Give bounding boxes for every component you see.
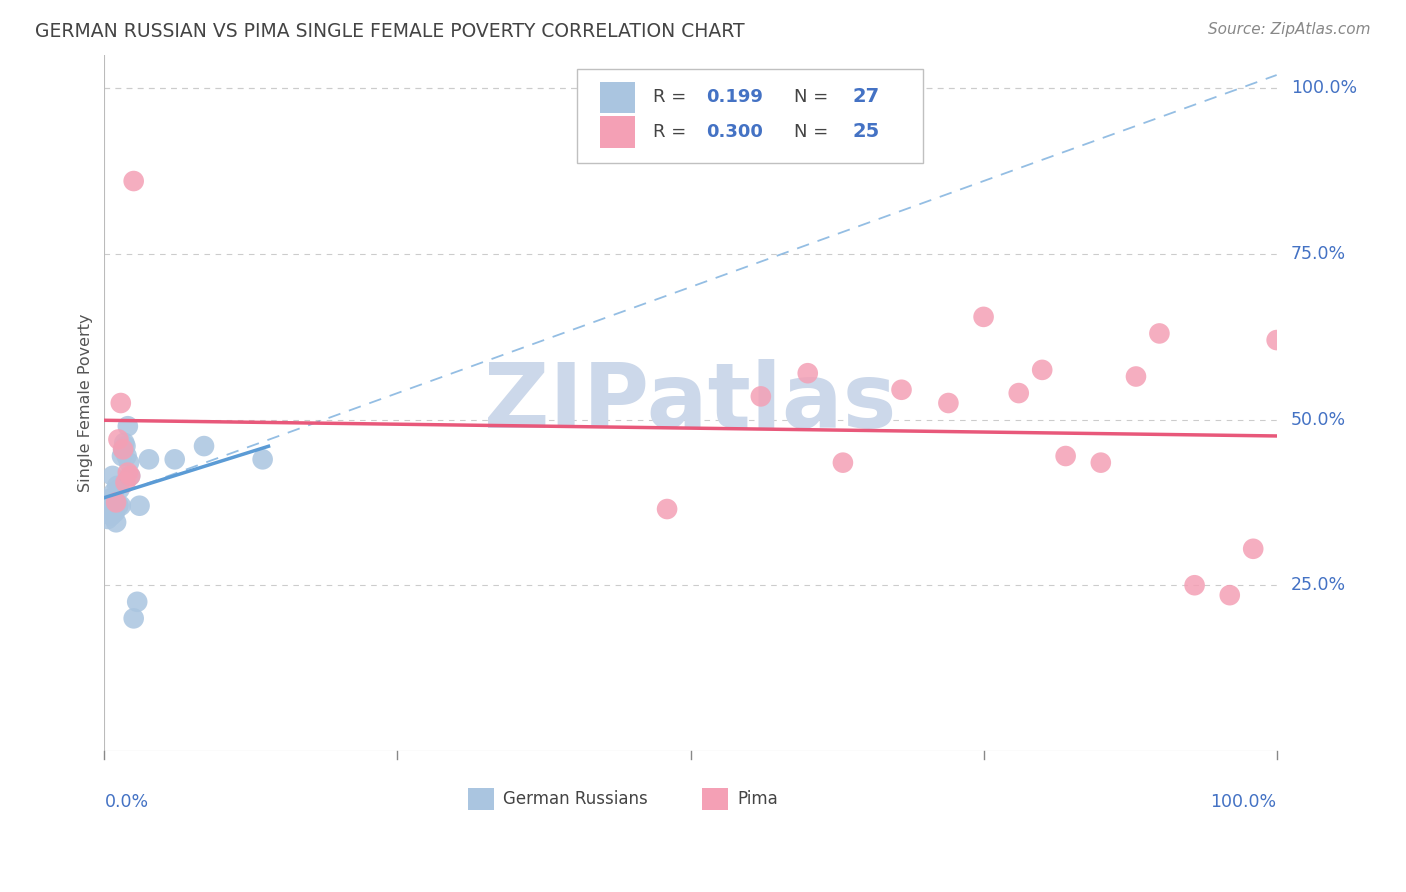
Point: [112, 442, 135, 457]
Point: [122, 611, 145, 625]
Point: [104, 505, 127, 519]
Bar: [702, 788, 728, 810]
Text: Source: ZipAtlas.com: Source: ZipAtlas.com: [1208, 22, 1371, 37]
Point: [97, 512, 120, 526]
Point: [98, 492, 121, 507]
Point: [1008, 386, 1031, 401]
Point: [112, 435, 135, 450]
Point: [120, 469, 142, 483]
Point: [117, 466, 139, 480]
Point: [100, 508, 122, 523]
Point: [105, 495, 128, 509]
Text: ZIPatlas: ZIPatlas: [484, 359, 897, 447]
Point: [252, 452, 274, 467]
Point: [122, 174, 145, 188]
Point: [117, 419, 139, 434]
Text: 75.0%: 75.0%: [1291, 245, 1346, 263]
Point: [749, 389, 772, 403]
Text: GERMAN RUSSIAN VS PIMA SINGLE FEMALE POVERTY CORRELATION CHART: GERMAN RUSSIAN VS PIMA SINGLE FEMALE POV…: [35, 22, 745, 41]
Y-axis label: Single Female Poverty: Single Female Poverty: [79, 314, 93, 492]
Point: [655, 502, 678, 516]
Point: [1090, 456, 1112, 470]
Text: R =: R =: [652, 123, 692, 141]
Point: [128, 499, 150, 513]
Point: [111, 449, 134, 463]
Point: [114, 439, 136, 453]
Point: [1031, 363, 1053, 377]
Point: [796, 366, 818, 380]
Point: [1219, 588, 1241, 602]
Point: [114, 475, 136, 490]
Text: R =: R =: [652, 88, 692, 106]
Point: [110, 499, 132, 513]
Text: 0.0%: 0.0%: [104, 793, 149, 811]
Point: [112, 442, 135, 457]
Text: 27: 27: [852, 87, 879, 106]
Point: [107, 499, 129, 513]
Point: [832, 456, 855, 470]
FancyBboxPatch shape: [576, 69, 922, 163]
Point: [101, 469, 124, 483]
Point: [120, 469, 142, 483]
Text: 25: 25: [852, 122, 880, 141]
Point: [1054, 449, 1077, 463]
Point: [1265, 333, 1288, 347]
Point: [98, 502, 121, 516]
Point: [127, 595, 149, 609]
Text: 25.0%: 25.0%: [1291, 576, 1346, 594]
Point: [108, 482, 131, 496]
Point: [103, 485, 125, 500]
Text: German Russians: German Russians: [503, 790, 648, 808]
Point: [110, 396, 132, 410]
Point: [107, 433, 129, 447]
Text: 0.300: 0.300: [706, 123, 762, 141]
Text: 50.0%: 50.0%: [1291, 410, 1346, 428]
Point: [115, 449, 138, 463]
Point: [105, 516, 128, 530]
Point: [138, 452, 160, 467]
Point: [1241, 541, 1264, 556]
Point: [1149, 326, 1171, 341]
Text: 0.199: 0.199: [706, 88, 762, 106]
Text: N =: N =: [793, 123, 834, 141]
Bar: [468, 788, 494, 810]
Text: 100.0%: 100.0%: [1211, 793, 1277, 811]
Point: [938, 396, 960, 410]
Point: [1184, 578, 1206, 592]
Point: [105, 479, 128, 493]
Bar: [600, 81, 636, 113]
Point: [973, 310, 995, 324]
Bar: [600, 116, 636, 148]
Text: N =: N =: [793, 88, 834, 106]
Point: [118, 456, 141, 470]
Text: 100.0%: 100.0%: [1291, 79, 1357, 97]
Point: [890, 383, 912, 397]
Text: Pima: Pima: [737, 790, 778, 808]
Point: [1125, 369, 1147, 384]
Point: [193, 439, 215, 453]
Point: [163, 452, 186, 467]
